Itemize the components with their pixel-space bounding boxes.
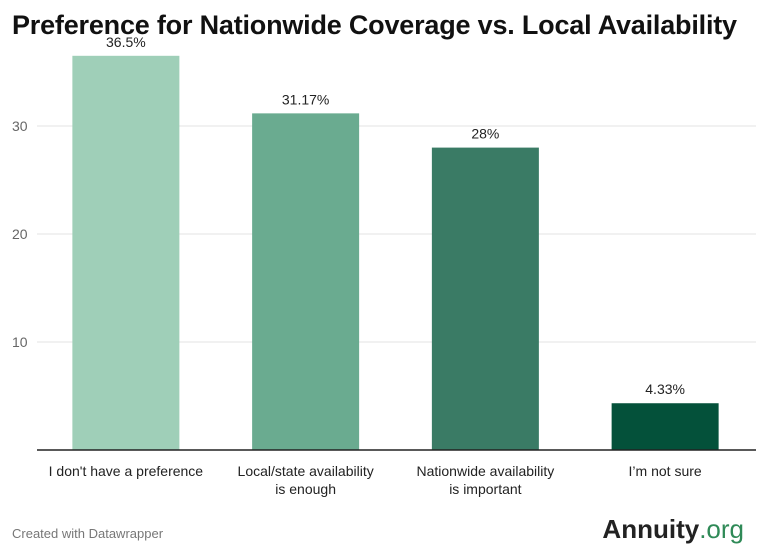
brand-suffix: .org	[699, 514, 744, 544]
bar-4	[611, 403, 719, 450]
category-label-line: I don't have a preference	[49, 463, 204, 479]
datawrapper-credit: Created with Datawrapper	[12, 526, 164, 541]
category-label-4: I’m not sure	[629, 463, 702, 479]
category-label-line: Nationwide availability	[417, 463, 555, 479]
category-label-3: Nationwide availability is important	[417, 463, 555, 497]
y-tick-label-30: 30	[12, 118, 28, 134]
category-label-line: Local/state availability	[238, 463, 374, 479]
bar-1	[72, 55, 180, 451]
bar-value-label-1: 36.5%	[106, 34, 146, 50]
category-label-line: is enough	[275, 481, 336, 497]
brand-name: Annuity	[602, 514, 700, 544]
bar-3	[431, 147, 539, 450]
bar-value-label-2: 31.17%	[282, 91, 329, 107]
bar-2	[252, 113, 360, 450]
y-tick-label-10: 10	[12, 334, 28, 350]
annuity-org-logo: Annuity.org	[602, 514, 744, 545]
bar-value-label-3: 28%	[471, 126, 499, 142]
y-tick-label-20: 20	[12, 226, 28, 242]
category-label-1: I don't have a preference	[49, 463, 204, 479]
bar-value-label-4: 4.33%	[645, 381, 685, 397]
category-label-line: I’m not sure	[629, 463, 702, 479]
chart-title: Preference for Nationwide Coverage vs. L…	[12, 10, 737, 40]
category-label-line: is important	[449, 481, 521, 497]
category-label-2: Local/state availability is enough	[238, 463, 374, 497]
